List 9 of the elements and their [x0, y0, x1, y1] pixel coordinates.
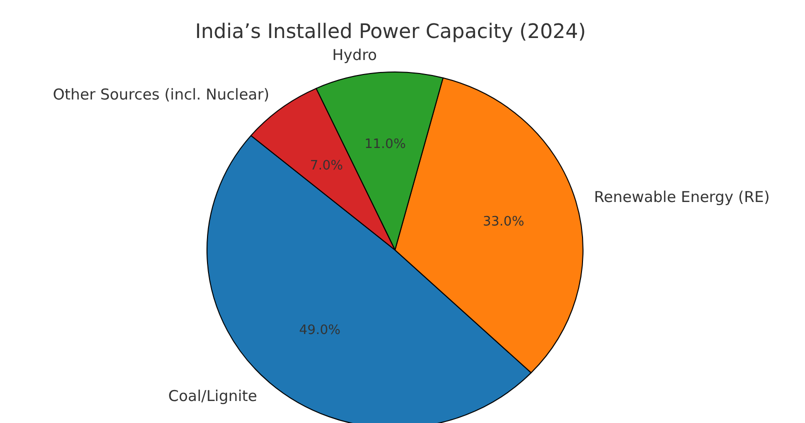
- slice-label: Hydro: [332, 46, 377, 64]
- slice-label: Coal/Lignite: [168, 387, 258, 406]
- data-label: 33.0%: [482, 214, 524, 230]
- data-label: 7.0%: [310, 158, 344, 174]
- slice-label: Renewable Energy (RE): [594, 188, 770, 206]
- data-label: 11.0%: [364, 137, 406, 152]
- data-label: 49.0%: [299, 323, 340, 338]
- chart-title: India’s Installed Power Capacity (2024): [195, 19, 586, 43]
- slice-label: Other Sources (incl. Nuclear): [52, 86, 270, 104]
